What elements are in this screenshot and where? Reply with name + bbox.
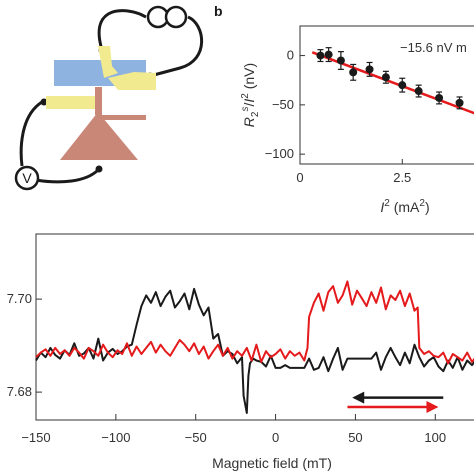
panel-c-ytick-label: 7.68 xyxy=(7,384,32,399)
left-contact xyxy=(46,96,96,109)
panel-c-series-line-1 xyxy=(35,280,474,365)
panel-b-xtick-label: 0 xyxy=(296,170,303,185)
panel-b-ticks: 0 2.5 0 −50 −100 xyxy=(265,48,412,185)
wire-end-dot xyxy=(40,98,48,106)
panel-c-arrows xyxy=(347,391,444,413)
panel-b-ylabel: R2s/I2 (nV) xyxy=(240,63,261,127)
panel-b-point xyxy=(324,50,333,59)
current-source-wire-left xyxy=(97,9,147,51)
panel-b-frame xyxy=(299,25,474,165)
panel-c-arrow-head-1 xyxy=(426,400,439,413)
panel-c-xtick-label: −100 xyxy=(101,430,130,445)
channel-arm xyxy=(98,115,146,120)
panel-c-xlabel: Magnetic field (mT) xyxy=(212,455,332,471)
panel-b-xlabel: I2 (mA2) xyxy=(380,198,429,215)
panel-c-xtick-label: 0 xyxy=(272,430,279,445)
voltmeter-wire-left xyxy=(19,100,43,167)
panel-b-ytick-label: 0 xyxy=(287,48,294,63)
panel-b-fit-line xyxy=(311,51,474,115)
channel-stem xyxy=(95,87,102,115)
panel-b-point xyxy=(455,98,464,107)
panel-b-point xyxy=(336,56,345,65)
panel-c-frame xyxy=(35,233,474,421)
current-source-icon xyxy=(146,5,188,29)
right-contact xyxy=(108,72,156,90)
panel-b-point xyxy=(316,51,325,60)
panel-c-xtick-label: −150 xyxy=(21,430,50,445)
panel-c-xtick-label: 50 xyxy=(348,430,362,445)
panel-b-point xyxy=(414,87,423,96)
panel-b-point xyxy=(365,65,374,74)
panel-b-point xyxy=(398,81,407,90)
voltmeter-wire-right xyxy=(35,168,100,184)
panel-b-ytick-label: −50 xyxy=(272,97,294,112)
panel-c-ticks: −150 −100 −50 0 50 100 7.70 7.68 xyxy=(7,291,446,445)
panel-b-points xyxy=(316,47,464,110)
voltmeter-label: V xyxy=(22,170,32,186)
panel-b-label: b xyxy=(214,3,223,19)
panel-c-xtick-label: 100 xyxy=(424,430,446,445)
panel-b-ytick-label: −100 xyxy=(265,146,294,161)
panel-c-xtick-label: −50 xyxy=(185,430,207,445)
panel-b-point xyxy=(349,68,358,77)
panel-b-fit xyxy=(311,51,474,115)
channel-triangle xyxy=(60,112,138,160)
panel-c: −150 −100 −50 0 50 100 7.70 7.68 Magnetic field… xyxy=(7,233,474,471)
panel-b-point xyxy=(435,93,444,102)
panel-c-series xyxy=(35,280,474,414)
panel-b: b 0 2.5 0 −50 −100 −15.6 nV m R2s/I2 (nV) I2… xyxy=(214,3,474,215)
wire-end-dot xyxy=(95,165,103,173)
top-contact xyxy=(98,46,118,78)
current-source-wire-right xyxy=(149,15,204,78)
panel-c-arrow-head-0 xyxy=(352,391,365,404)
device-schematic: V xyxy=(14,5,204,191)
panel-b-xtick-label: 2.5 xyxy=(393,170,411,185)
panel-b-annotation: −15.6 nV m xyxy=(400,40,467,55)
panel-b-point xyxy=(381,73,390,82)
panel-c-ytick-label: 7.70 xyxy=(7,291,32,306)
voltmeter-icon: V xyxy=(14,165,40,191)
